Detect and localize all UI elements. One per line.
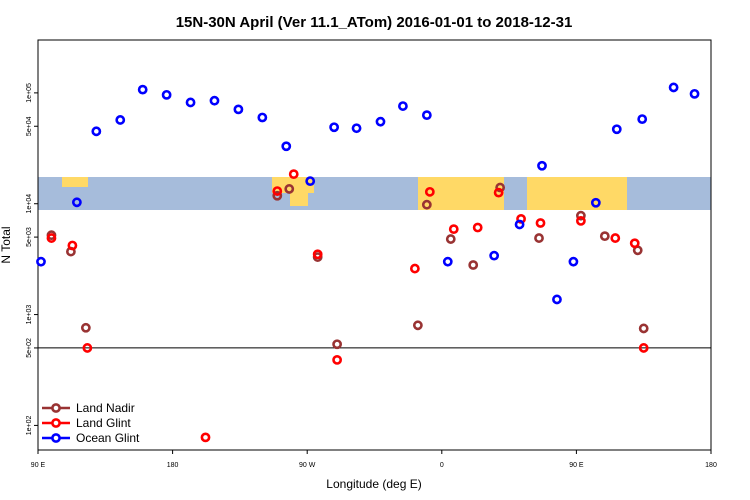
land-nadir-point	[421, 199, 432, 210]
legend-label-ocean-glint: Ocean Glint	[76, 431, 140, 445]
land-nadir-point	[495, 182, 506, 193]
land-nadir-point	[534, 233, 544, 243]
land-glint-point	[82, 343, 93, 353]
land-nadir-point	[80, 322, 91, 333]
legend-marker-land-glint	[51, 418, 61, 428]
ocean-glint-point	[568, 256, 579, 267]
x-axis-label: Longitude (deg E)	[326, 477, 421, 491]
y-tick-label: 1e+05	[26, 83, 33, 103]
x-tick-label: 90 E	[31, 462, 46, 469]
ocean-glint-point	[668, 82, 679, 93]
ocean-glint-point	[398, 101, 408, 111]
land-nadir-point	[284, 184, 295, 194]
ocean-glint-point	[329, 122, 340, 133]
x-axis: 90 E 180 90 W 0 90 E 180	[31, 450, 717, 469]
land-asia	[527, 177, 627, 210]
land-glint-point	[575, 215, 586, 226]
land-nadir-point	[412, 320, 423, 331]
y-tick-label: 1e+03	[26, 305, 33, 325]
y-tick-label: 5e+03	[26, 227, 33, 247]
land-glint-point	[535, 218, 546, 228]
land-glint-point	[288, 169, 299, 180]
legend-marker-ocean-glint	[51, 433, 61, 443]
land-glint-point	[629, 238, 640, 249]
ocean-glint-point	[611, 124, 622, 135]
land-nadir-point	[599, 231, 610, 242]
ocean-glint-point	[91, 126, 102, 137]
land-west-pacific	[62, 177, 88, 187]
plot-frame	[37, 39, 712, 451]
land-nadir-point	[332, 339, 343, 350]
legend-label-land-nadir: Land Nadir	[76, 401, 135, 415]
ocean-glint-point	[351, 123, 362, 134]
ocean-glint-point	[637, 114, 648, 125]
x-tick-label: 90 W	[299, 462, 316, 469]
ocean-glint-point	[421, 110, 432, 121]
legend-marker-land-nadir	[51, 403, 61, 413]
land-glint-point	[424, 186, 435, 197]
land-glint-point	[67, 240, 78, 251]
x-tick-label: 180	[705, 462, 717, 469]
ocean-glint-point	[514, 219, 525, 230]
land-americas	[272, 177, 314, 193]
land-glint-point	[46, 233, 57, 243]
ocean-glint-point	[185, 97, 196, 108]
x-tick-label: 90 E	[569, 462, 584, 469]
data-points	[36, 82, 700, 443]
ocean-glint-point	[590, 197, 601, 208]
ocean-glint-point	[689, 88, 700, 99]
y-tick-label: 5e+04	[26, 116, 33, 136]
land-nadir-point	[575, 210, 586, 221]
y-tick-label: 1e+02	[26, 415, 33, 435]
ocean-glint-point	[375, 116, 386, 127]
y-tick-label: 1e+04	[26, 194, 33, 214]
land-glint-point	[472, 222, 483, 233]
chart-title: 15N-30N April (Ver 11.1_ATom) 2016-01-01…	[176, 14, 573, 31]
ocean-glint-point	[161, 89, 172, 100]
ocean-glint-point	[442, 256, 453, 267]
land-glint-point	[332, 354, 343, 365]
ocean-glint-point	[209, 95, 220, 106]
ocean-glint-point	[281, 141, 292, 152]
ocean-glint-point	[489, 250, 500, 261]
ocean-glint-point	[71, 197, 82, 208]
land-glint-point	[200, 432, 211, 443]
ocean-glint-point	[36, 256, 46, 267]
x-tick-label: 0	[440, 462, 444, 469]
land-glint-point	[272, 186, 283, 196]
ocean-glint-point	[305, 176, 316, 187]
land-mexico	[290, 193, 308, 206]
land-glint-point	[312, 249, 323, 260]
y-axis-label: N Total	[0, 226, 13, 263]
y-tick-label: 5e+02	[26, 338, 33, 358]
ocean-glint-point	[537, 160, 547, 171]
legend-label-land-glint: Land Glint	[76, 416, 131, 430]
x-tick-label: 180	[167, 462, 179, 469]
ocean-glint-point	[115, 115, 126, 125]
land-nadir-point	[272, 190, 283, 201]
land-glint-point	[493, 187, 504, 198]
land-glint-point	[409, 263, 420, 274]
land-nadir-point	[445, 234, 456, 244]
land-glint-point	[610, 233, 621, 243]
land-nadir-point	[638, 323, 649, 334]
land-glint-point	[448, 224, 459, 235]
y-axis: 1e+02 5e+02 1e+03 5e+03 1e+04 5e+04 1e+05	[26, 83, 38, 435]
map-band	[38, 177, 711, 210]
ocean-glint-point	[233, 104, 244, 115]
land-nadir-point	[468, 260, 479, 270]
ocean-glint-point	[257, 112, 268, 123]
land-glint-point	[638, 343, 649, 353]
ocean-glint-point	[137, 84, 148, 95]
ocean-glint-point	[552, 294, 562, 305]
